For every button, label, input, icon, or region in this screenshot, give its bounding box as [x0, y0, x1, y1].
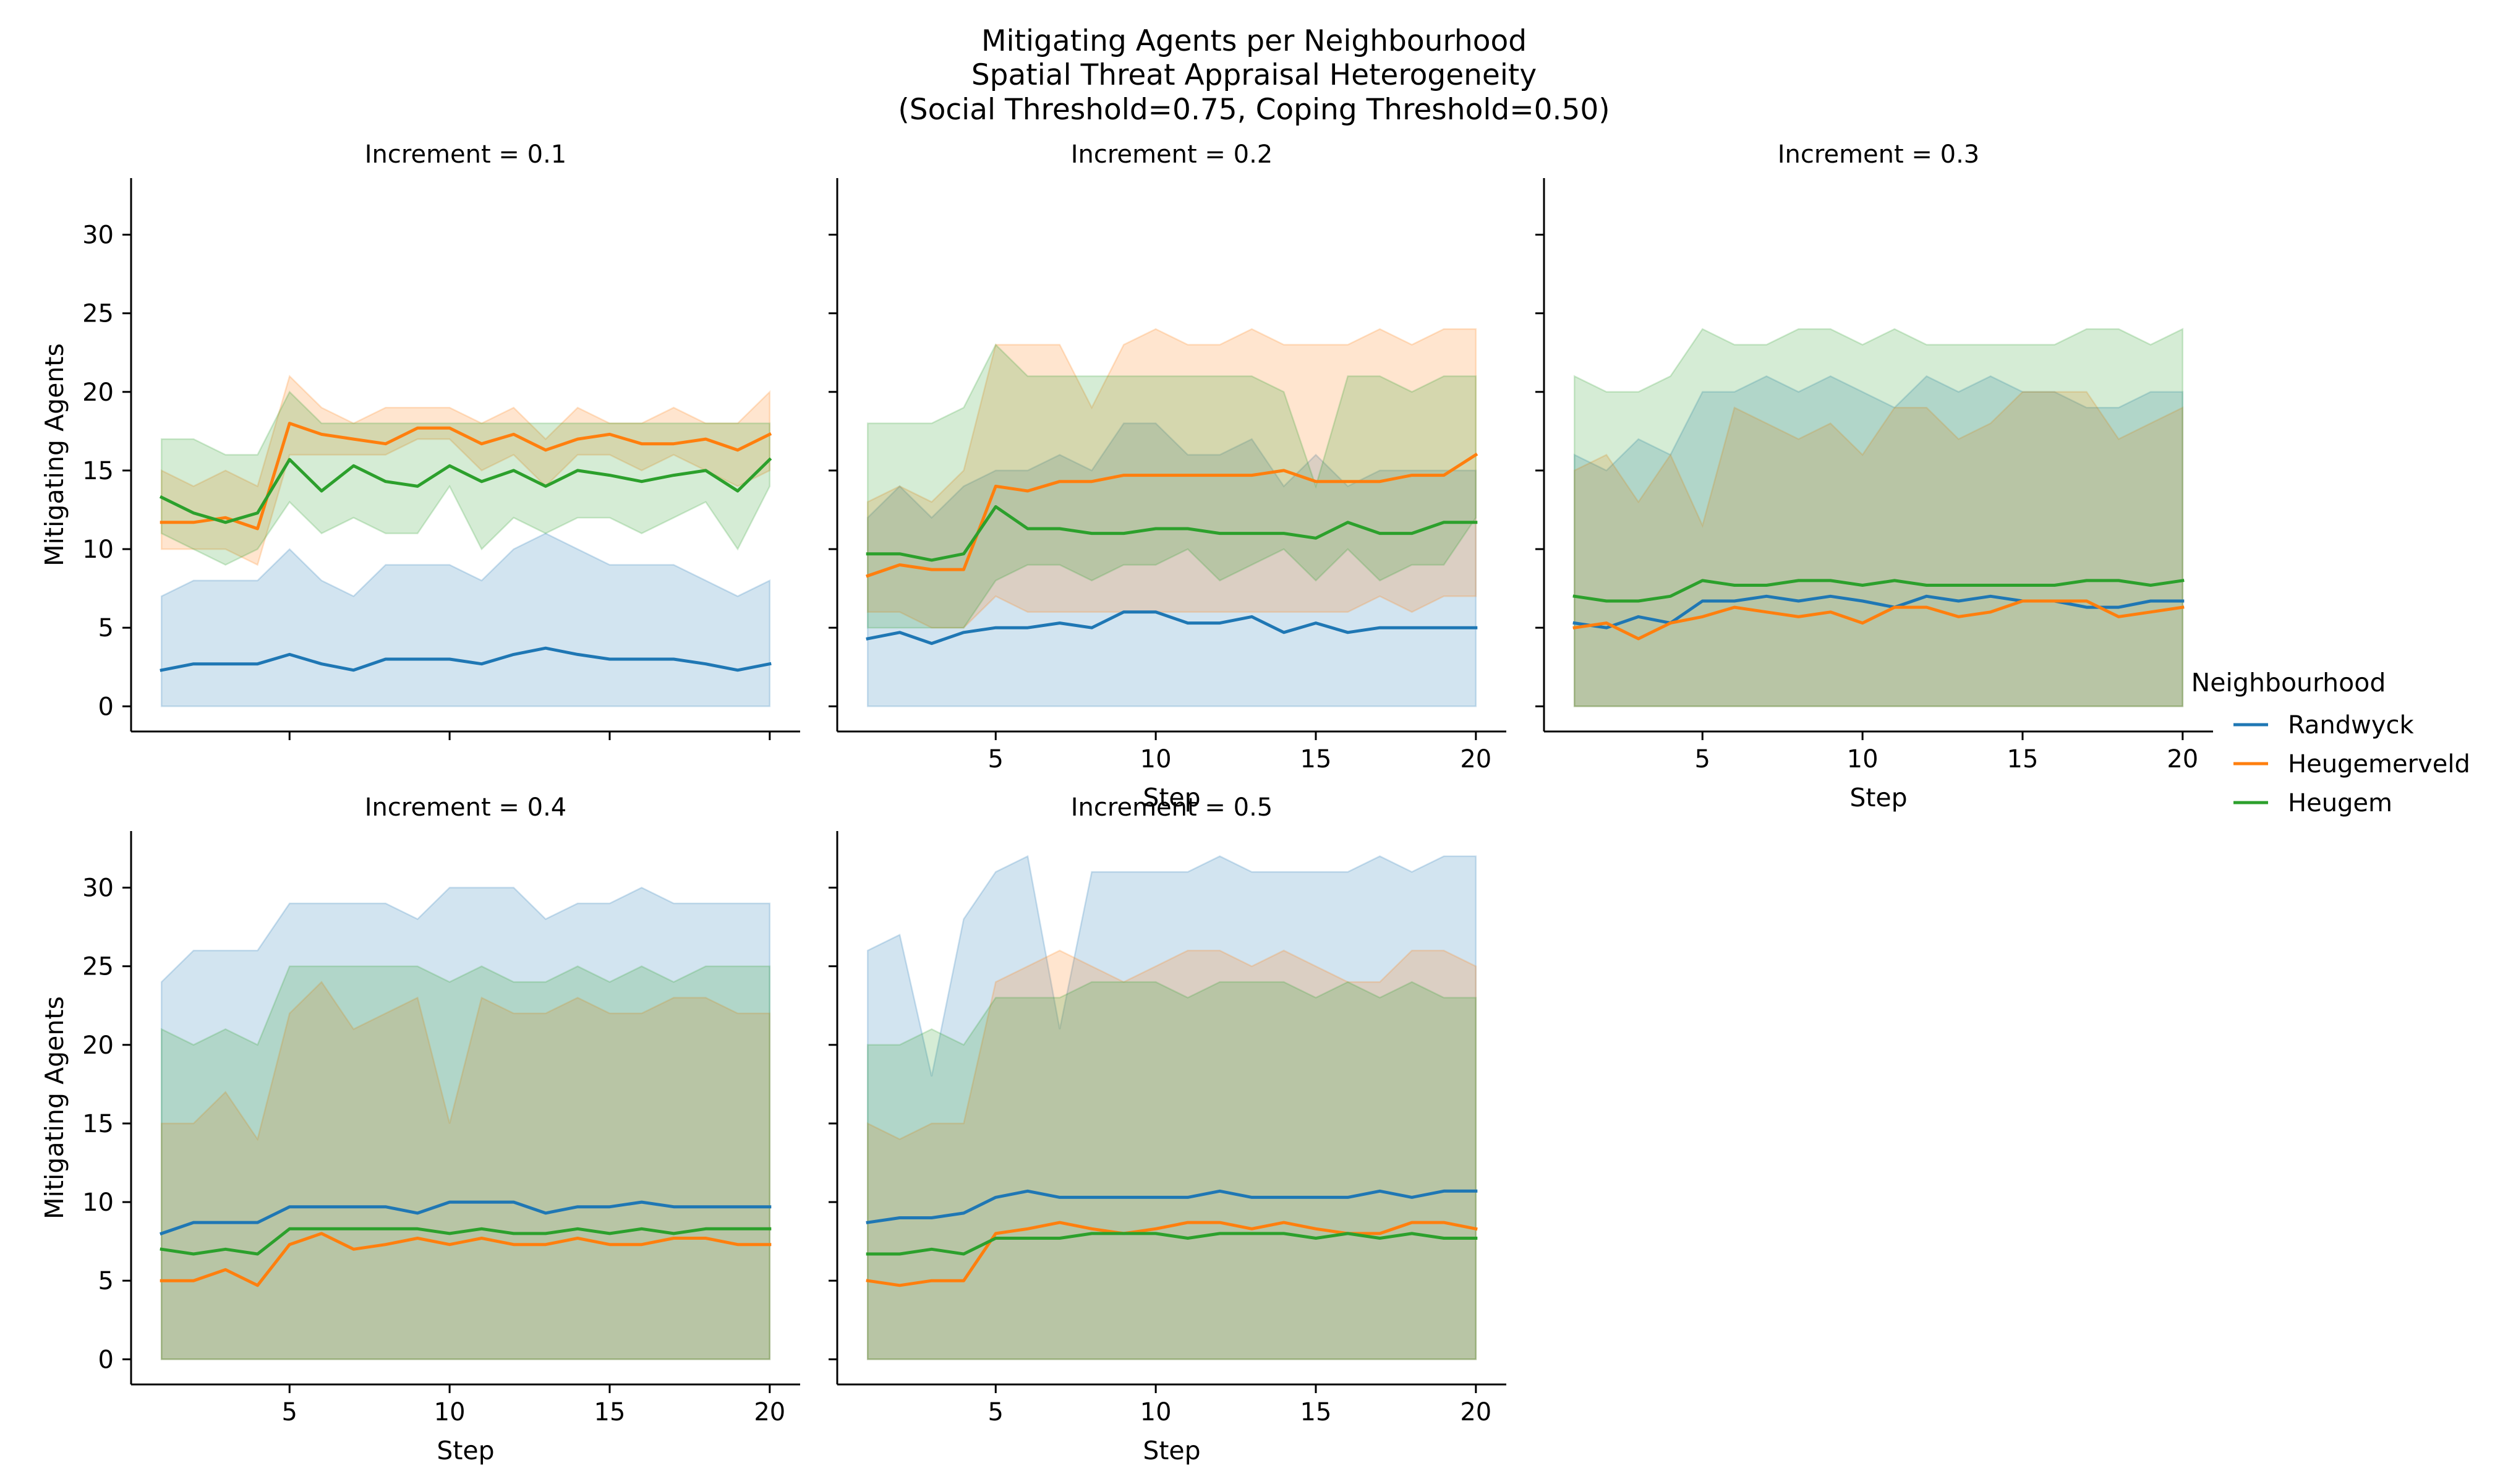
x-axis-label: Step — [1849, 783, 1907, 812]
line-randwyck — [866, 1189, 1478, 1224]
x-tick-label: 5 — [988, 1398, 1004, 1426]
y-tick-label: 5 — [98, 1267, 114, 1295]
x-tick-label: 10 — [1847, 745, 1879, 774]
line-heugem — [160, 1227, 772, 1256]
band-randwyck — [866, 855, 1477, 1360]
band-heugemerveld — [160, 981, 771, 1360]
x-axis-label: Step — [1143, 1436, 1200, 1465]
line-heugem — [1572, 579, 2185, 603]
line-heugemerveld — [866, 453, 1478, 578]
legend-item-heugem: Heugem — [2233, 789, 2392, 817]
x-tick-label: 20 — [1460, 1398, 1491, 1426]
line-randwyck — [160, 646, 772, 672]
figure-title-line-1: Mitigating Agents per Neighbourhood — [981, 24, 1527, 58]
panel-2: 5 10 15 20 Increment = 0.2 Step — [829, 140, 1506, 812]
y-tick-label: 25 — [82, 953, 114, 981]
band-randwyck — [866, 422, 1477, 707]
panel-title: Increment = 0.4 — [365, 793, 566, 822]
line-randwyck — [866, 610, 1478, 646]
x-tick-label: 20 — [754, 1398, 785, 1426]
x-axis-label: Step — [437, 1436, 494, 1465]
band-heugem — [160, 965, 771, 1360]
legend-item-randwyck: Randwyck — [2233, 711, 2415, 740]
band-heugemerveld — [1573, 391, 2184, 707]
facet-grid: 0 5 10 15 20 25 30 Increment = 0.1 Mitigating Ag… — [40, 140, 2213, 1465]
x-tick-label: 10 — [434, 1398, 466, 1426]
band-heugem — [866, 343, 1477, 629]
y-tick-label: 20 — [82, 378, 114, 407]
legend: Neighbourhood Randwyck Heugemerveld Heugem — [2191, 668, 2470, 817]
x-tick-label: 5 — [1695, 745, 1710, 774]
x-axis-label: Step — [1143, 783, 1200, 812]
y-tick-label: 30 — [82, 221, 114, 250]
band-heugemerveld — [866, 949, 1477, 1360]
y-tick-label: 10 — [82, 1188, 114, 1217]
line-heugemerveld — [160, 1232, 772, 1287]
band-randwyck — [160, 887, 771, 1360]
legend-label: Heugem — [2288, 789, 2392, 817]
band-heugemerveld — [160, 375, 771, 566]
line-randwyck — [1572, 594, 2185, 629]
x-tick-label: 15 — [2007, 745, 2039, 774]
panel-5: 5 10 15 20 Increment = 0.5 Step — [829, 793, 1506, 1465]
figure-title: Mitigating Agents per Neighbourhood Spat… — [898, 24, 1610, 127]
panel-1: 0 5 10 15 20 25 30 Increment = 0.1 Mitigating Ag… — [40, 140, 800, 740]
y-tick-label: 20 — [82, 1031, 114, 1060]
x-tick-label: 20 — [1460, 745, 1491, 774]
line-heugem — [866, 1232, 1478, 1256]
panel-title: Increment = 0.3 — [1778, 140, 1979, 169]
legend-label: Randwyck — [2288, 711, 2415, 740]
figure-title-line-3: (Social Threshold=0.75, Coping Threshold… — [898, 93, 1610, 127]
panel-title: Increment = 0.5 — [1071, 793, 1273, 822]
band-heugem — [866, 981, 1477, 1360]
figure-title-line-2: Spatial Threat Appraisal Heterogeneity — [971, 58, 1537, 92]
line-heugemerveld — [160, 422, 772, 531]
band-heugemerveld — [866, 328, 1477, 629]
x-tick-label: 15 — [594, 1398, 626, 1426]
panel-title: Increment = 0.2 — [1071, 140, 1273, 169]
panel-3: 5 10 15 20 Increment = 0.3 Step — [1535, 140, 2213, 812]
x-tick-label: 5 — [988, 745, 1004, 774]
y-tick-label: 5 — [98, 614, 114, 642]
line-randwyck — [160, 1200, 772, 1236]
x-tick-label: 15 — [1300, 745, 1332, 774]
legend-title: Neighbourhood — [2191, 668, 2386, 697]
y-tick-label: 30 — [82, 874, 114, 903]
line-heugem — [866, 505, 1478, 562]
x-tick-label: 20 — [2167, 745, 2198, 774]
x-tick-label: 5 — [282, 1398, 297, 1426]
x-tick-label: 10 — [1140, 745, 1172, 774]
legend-label: Heugemerveld — [2288, 750, 2470, 778]
line-heugem — [159, 457, 772, 524]
y-tick-label: 15 — [82, 1110, 114, 1138]
y-tick-label: 0 — [98, 1345, 114, 1374]
panel-4: 0 5 10 15 20 25 30 5 10 15 20 Increment = 0.4 Step Mi… — [40, 793, 800, 1465]
band-randwyck — [1573, 375, 2184, 707]
x-tick-label: 10 — [1140, 1398, 1172, 1426]
y-tick-label: 15 — [82, 457, 114, 485]
y-tick-label: 10 — [82, 535, 114, 564]
y-tick-label: 25 — [82, 300, 114, 328]
panel-title: Increment = 0.1 — [365, 140, 566, 169]
x-tick-label: 15 — [1300, 1398, 1332, 1426]
line-heugemerveld — [1572, 599, 2185, 641]
legend-item-heugemerveld: Heugemerveld — [2233, 750, 2470, 778]
y-tick-label: 0 — [98, 693, 114, 721]
band-heugem — [1573, 328, 2184, 707]
y-axis-label: Mitigating Agents — [40, 996, 69, 1219]
y-axis-label: Mitigating Agents — [40, 343, 69, 566]
line-heugemerveld — [866, 1221, 1478, 1287]
